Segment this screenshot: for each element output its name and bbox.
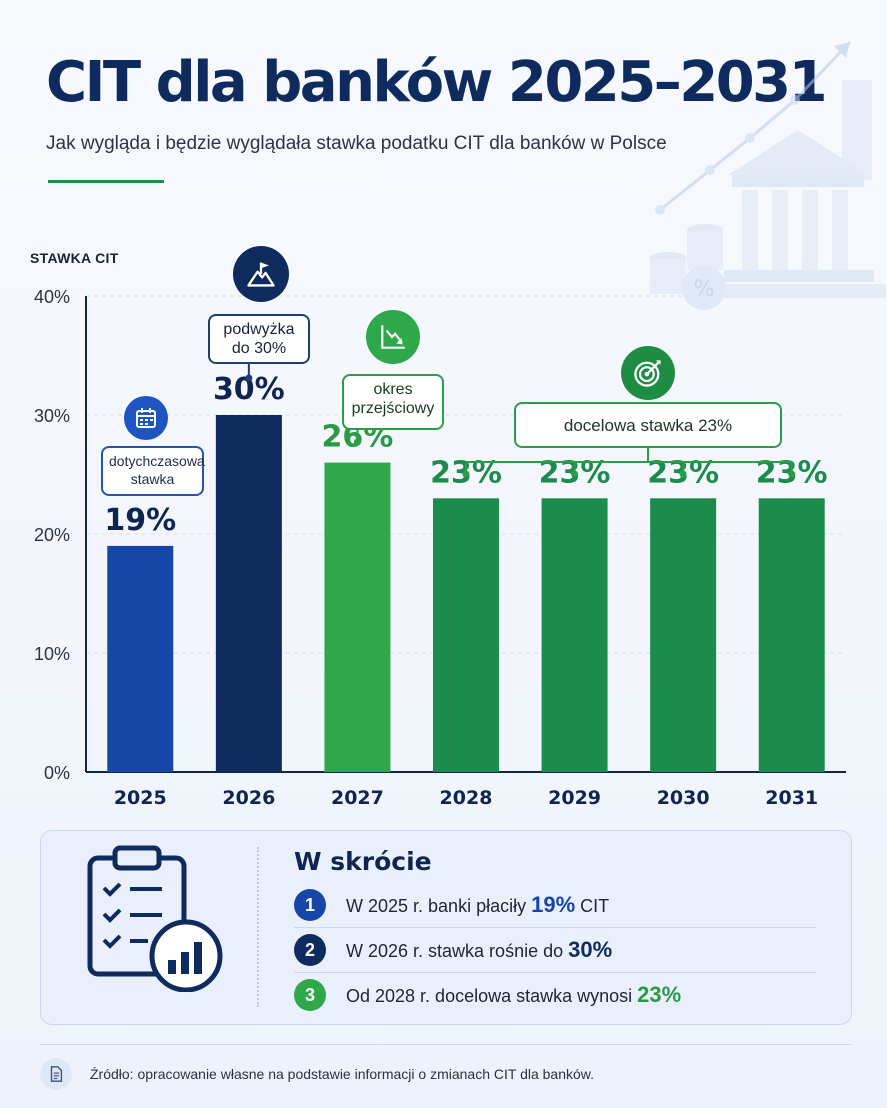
summary-text-after: CIT xyxy=(580,896,610,916)
bracket-dot xyxy=(462,470,470,478)
bank-illustration-icon: % xyxy=(650,40,886,310)
calendar-icon xyxy=(124,396,168,440)
summary-title: W skrócie xyxy=(294,847,432,876)
y-tick-label: 30% xyxy=(34,406,70,426)
y-tick-label: 20% xyxy=(34,525,70,545)
summary-item: 1 W 2025 r. banki płaciły 19% CIT xyxy=(294,883,816,927)
callout-connector-dot xyxy=(245,374,253,382)
callout-increase: podwyżka do 30% xyxy=(208,314,310,364)
x-tick-label: 2026 xyxy=(222,787,275,809)
summary-number: 1 xyxy=(294,889,326,921)
bar xyxy=(107,545,174,772)
bar xyxy=(324,462,391,772)
page-title: CIT dla banków 2025–2031 xyxy=(46,50,828,115)
summary-divider xyxy=(257,847,259,1007)
bar xyxy=(541,498,608,772)
x-tick-label: 2029 xyxy=(548,787,601,809)
footer-divider xyxy=(40,1044,852,1045)
bracket-dot xyxy=(788,470,796,478)
summary-text: W 2026 r. stawka rośnie do xyxy=(346,941,564,961)
bar xyxy=(215,415,282,772)
callout-transition: okres przejściowy xyxy=(342,374,444,430)
bar xyxy=(758,498,825,772)
y-tick-label: 10% xyxy=(34,644,70,664)
source-note: Źródło: opracowanie własne na podstawie … xyxy=(90,1066,595,1082)
target-icon xyxy=(621,346,675,400)
callout-current-rate: dotychczasowa stawka xyxy=(101,446,205,496)
x-tick-label: 2031 xyxy=(765,787,818,809)
x-tick-label: 2027 xyxy=(331,787,384,809)
summary-item: 2 W 2026 r. stawka rośnie do 30% xyxy=(294,928,816,972)
summary-highlight: 19% xyxy=(531,892,576,917)
y-tick-label: 0% xyxy=(44,763,70,783)
summary-text: Od 2028 r. docelowa stawka wynosi xyxy=(346,986,633,1006)
bar-value-label: 19% xyxy=(104,503,176,538)
chart-down-icon xyxy=(366,310,420,364)
summary-highlight: 23% xyxy=(637,982,682,1007)
title-underline xyxy=(48,180,164,183)
x-tick-label: 2025 xyxy=(114,787,167,809)
summary-item: 3 Od 2028 r. docelowa stawka wynosi 23% xyxy=(294,973,816,1017)
bar xyxy=(433,498,499,772)
y-tick-label: 40% xyxy=(34,287,70,307)
page-subtitle: Jak wygląda i będzie wyglądała stawka po… xyxy=(46,133,667,154)
bar xyxy=(650,498,717,772)
x-tick-label: 2028 xyxy=(440,787,493,809)
bracket-dot xyxy=(571,470,579,478)
summary-separator xyxy=(294,927,816,928)
x-tick-label: 2030 xyxy=(657,787,710,809)
summary-highlight: 30% xyxy=(568,937,613,962)
callout-connector-dot xyxy=(353,438,361,446)
document-icon xyxy=(40,1058,72,1090)
mountain-flag-icon xyxy=(233,246,289,302)
summary-text: W 2025 r. banki płaciły xyxy=(346,896,527,916)
clipboard-checklist-icon xyxy=(87,845,223,992)
y-axis-title: STAWKA CIT xyxy=(30,250,119,266)
summary-separator xyxy=(294,972,816,973)
svg-text:%: % xyxy=(694,277,715,302)
summary-number: 2 xyxy=(294,934,326,966)
summary-number: 3 xyxy=(294,979,326,1011)
callout-target: docelowa stawka 23% xyxy=(514,402,782,448)
cit-bar-chart: 0%10%20%30%40%19%202530%202626%202723%20… xyxy=(34,287,846,809)
bracket-dot xyxy=(679,470,687,478)
